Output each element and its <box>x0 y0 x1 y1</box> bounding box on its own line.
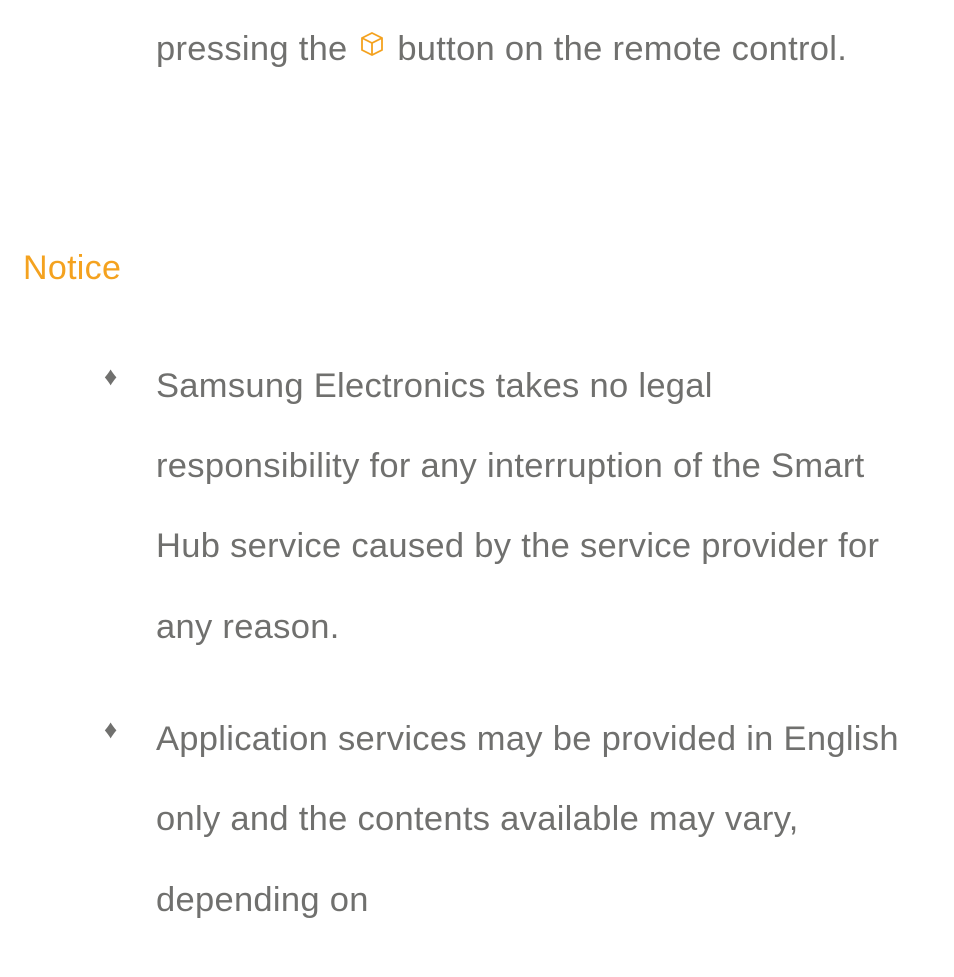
diamond-bullet-icon: ♦ <box>104 346 118 407</box>
notice-list: ♦ Samsung Electronics takes no legal res… <box>156 346 916 941</box>
list-item: ♦ Samsung Electronics takes no legal res… <box>156 346 916 668</box>
bullet-text: Application services may be provided in … <box>156 720 899 919</box>
cube-icon <box>359 7 385 86</box>
bullet-text: Samsung Electronics takes no legal respo… <box>156 367 879 646</box>
text-before-icon: pressing the <box>156 30 357 68</box>
diamond-bullet-icon: ♦ <box>104 699 118 760</box>
top-paragraph: pressing the button on the remote contro… <box>156 10 916 91</box>
notice-heading: Notice <box>23 249 916 288</box>
content-wrapper: pressing the button on the remote contro… <box>0 0 954 940</box>
text-after-icon: button on the remote control. <box>387 30 847 68</box>
list-item: ♦ Application services may be provided i… <box>156 699 916 940</box>
